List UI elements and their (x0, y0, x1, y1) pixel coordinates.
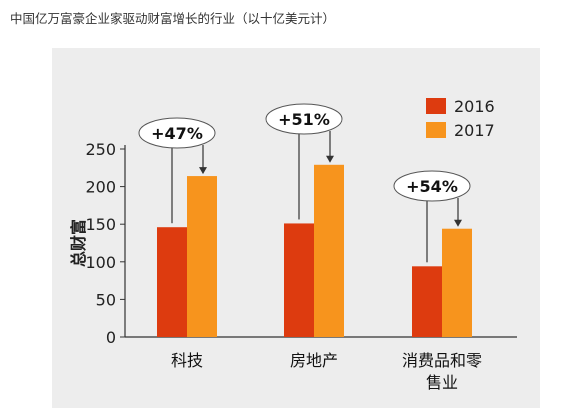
growth-arrow-head (454, 219, 462, 227)
x-category-label: 售业 (426, 373, 458, 392)
growth-label: +51% (278, 110, 330, 129)
legend-swatch-2016 (426, 98, 446, 114)
legend-label: 2017 (454, 121, 495, 140)
legend-swatch-2017 (426, 122, 446, 138)
chart-panel: 0 50 100 150 200 250 总财富 +47% 科技 +51% 房地产 +54% 消费品和零… (52, 48, 540, 408)
y-tick-label: 100 (85, 253, 116, 272)
bar-2016-2 (412, 266, 442, 337)
growth-oval (393, 170, 471, 202)
x-category-label: 房地产 (290, 351, 338, 370)
legend-label: 2016 (454, 97, 495, 116)
y-tick-label: 200 (85, 178, 116, 197)
y-tick-label: 150 (85, 215, 116, 234)
growth-label: +54% (406, 177, 458, 196)
bar-2016-1 (284, 223, 314, 337)
bar-2017-1 (314, 164, 344, 337)
x-category-label: 科技 (171, 351, 203, 370)
bar-2017-2 (442, 228, 472, 337)
growth-oval (265, 103, 343, 135)
y-axis-title: 总财富 (69, 219, 88, 267)
bar-2017-0 (187, 176, 217, 337)
y-tick-label: 0 (106, 328, 116, 347)
x-category-label: 消费品和零 (402, 351, 482, 370)
growth-oval (138, 117, 216, 149)
page-title: 中国亿万富豪企业家驱动财富增长的行业（以十亿美元计） (10, 11, 336, 26)
growth-arrow-head (199, 167, 207, 175)
y-tick-label: 50 (96, 290, 116, 309)
bar-chart: 0 50 100 150 200 250 总财富 +47% 科技 +51% 房地产 +54% 消费品和零… (69, 97, 517, 392)
y-tick-label: 250 (85, 140, 116, 159)
bar-2016-0 (157, 227, 187, 337)
growth-arrow-head (326, 155, 334, 163)
growth-label: +47% (151, 124, 203, 143)
